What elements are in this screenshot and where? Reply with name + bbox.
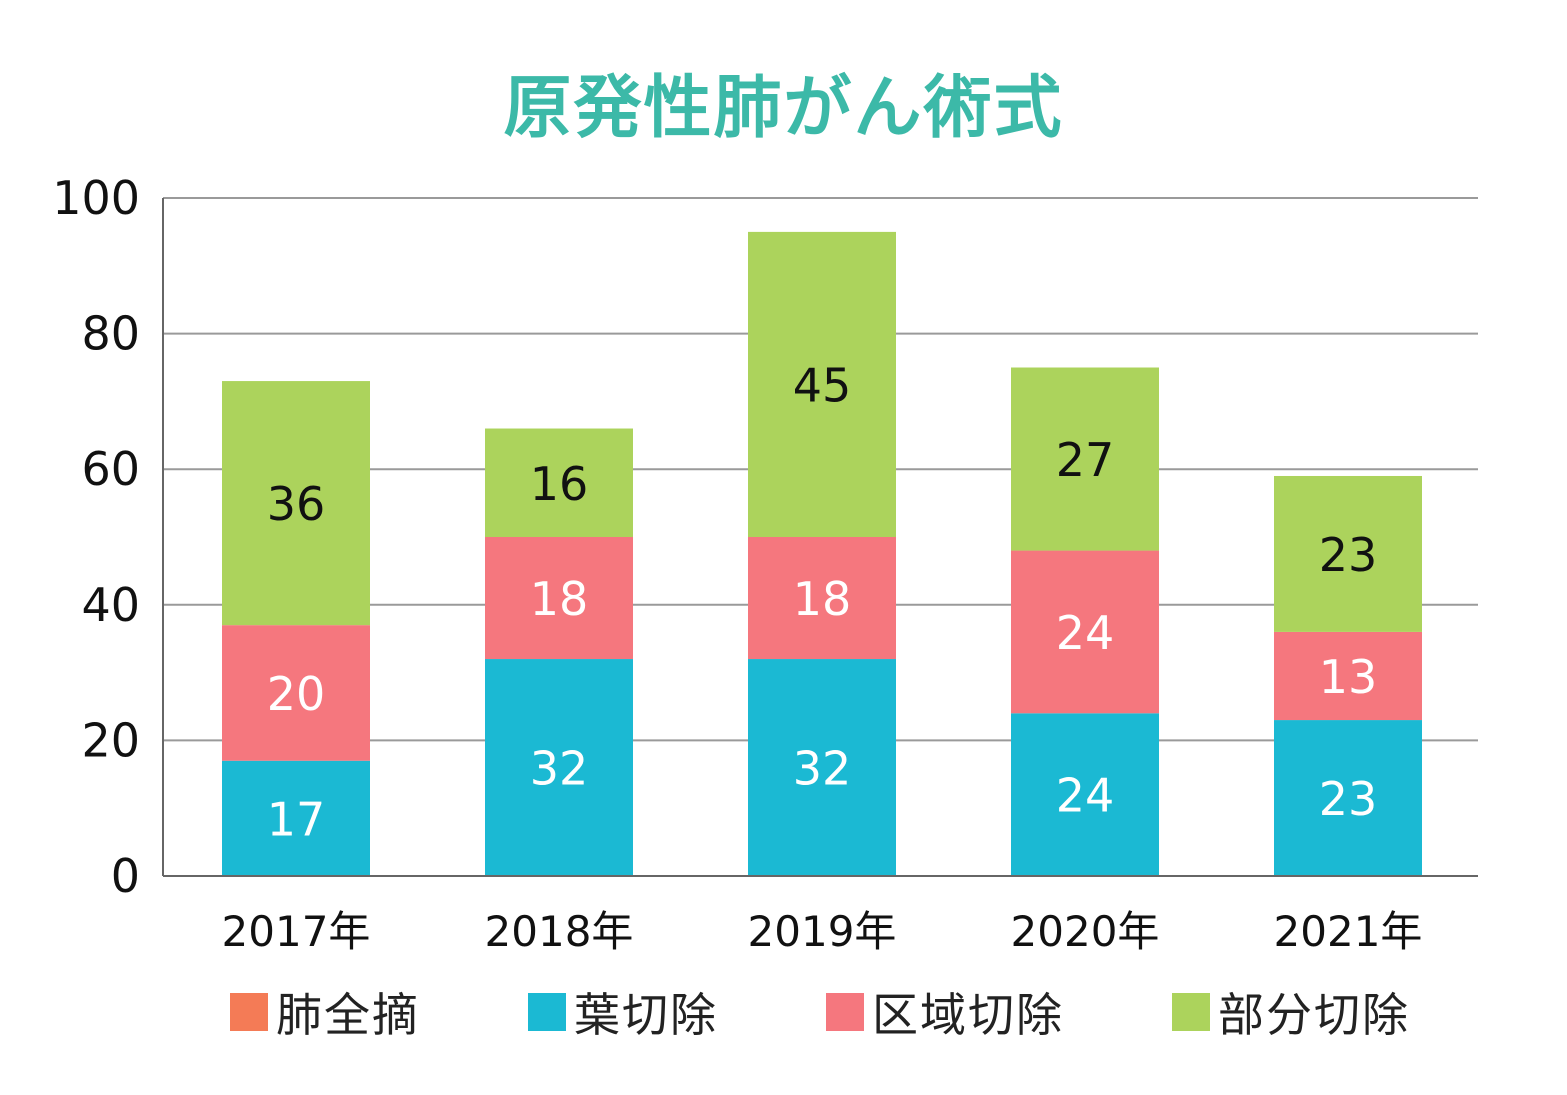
legend-swatch bbox=[230, 993, 268, 1031]
legend-swatch bbox=[1172, 993, 1210, 1031]
x-tick-label: 2017年 bbox=[222, 907, 371, 956]
legend-item: 区域切除 bbox=[826, 982, 1064, 1042]
legend-item: 葉切除 bbox=[528, 982, 718, 1042]
y-tick-label: 100 bbox=[52, 171, 140, 225]
data-label: 27 bbox=[1056, 433, 1115, 487]
x-tick-label: 2019年 bbox=[748, 907, 897, 956]
axes: 0 20 40 60 80 100 2017年 2018年 2019年 2020年 2021年 bbox=[52, 171, 1478, 956]
data-label: 17 bbox=[267, 792, 326, 846]
legend-label: 肺全摘 bbox=[276, 988, 420, 1042]
y-tick-label: 60 bbox=[81, 442, 140, 496]
x-tick-label: 2018年 bbox=[485, 907, 634, 956]
bar-segment bbox=[1011, 550, 1159, 714]
data-label: 20 bbox=[267, 667, 326, 721]
data-label: 18 bbox=[530, 572, 589, 626]
bar-segment bbox=[1274, 475, 1422, 632]
y-tick-label: 40 bbox=[81, 578, 140, 632]
data-label: 18 bbox=[793, 572, 852, 626]
y-tick-label: 0 bbox=[111, 849, 140, 903]
data-label: 32 bbox=[530, 742, 589, 796]
bar-segment bbox=[222, 381, 370, 626]
bar-segment bbox=[485, 428, 633, 537]
data-label: 16 bbox=[530, 457, 589, 511]
legend: 肺全摘 葉切除 区域切除 部分切除 bbox=[0, 982, 1567, 1042]
legend-item: 肺全摘 bbox=[230, 982, 420, 1042]
x-tick-label: 2021年 bbox=[1274, 907, 1423, 956]
bar-segment bbox=[485, 537, 633, 660]
bar-segment bbox=[485, 659, 633, 876]
legend-item: 部分切除 bbox=[1172, 982, 1410, 1042]
legend-label: 葉切除 bbox=[574, 988, 718, 1042]
chart-title: 原発性肺がん術式 bbox=[503, 69, 1064, 148]
legend-label: 区域切除 bbox=[872, 988, 1064, 1042]
bar-segment bbox=[1274, 631, 1422, 721]
bar-segment bbox=[1011, 713, 1159, 876]
bar-segment bbox=[1011, 367, 1159, 551]
data-label: 45 bbox=[793, 358, 852, 412]
stacked-bar-chart: 17 20 36 32 18 16 32 18 45 24 24 27 23 13 23 0 20 40 60 80… bbox=[52, 171, 1478, 956]
y-tick-label: 80 bbox=[81, 307, 140, 361]
data-label: 23 bbox=[1319, 528, 1378, 582]
bar-segment bbox=[1274, 720, 1422, 876]
bar-segment bbox=[222, 760, 370, 876]
data-label: 24 bbox=[1056, 769, 1115, 823]
bars: 17 20 36 32 18 16 32 18 45 24 24 27 23 13 23 bbox=[222, 231, 1422, 876]
data-label: 23 bbox=[1319, 772, 1378, 826]
legend-label: 部分切除 bbox=[1218, 988, 1410, 1042]
x-tick-label: 2020年 bbox=[1011, 907, 1160, 956]
legend-swatch bbox=[528, 993, 566, 1031]
bar-segment bbox=[748, 659, 896, 876]
data-label: 24 bbox=[1056, 606, 1115, 660]
bar-segment bbox=[222, 625, 370, 761]
data-label: 36 bbox=[267, 477, 326, 531]
bar-segment bbox=[748, 537, 896, 660]
data-label: 13 bbox=[1319, 650, 1378, 704]
data-label: 32 bbox=[793, 742, 852, 796]
legend-swatch bbox=[826, 993, 864, 1031]
bar-segment bbox=[748, 231, 896, 537]
y-tick-label: 20 bbox=[81, 713, 140, 767]
